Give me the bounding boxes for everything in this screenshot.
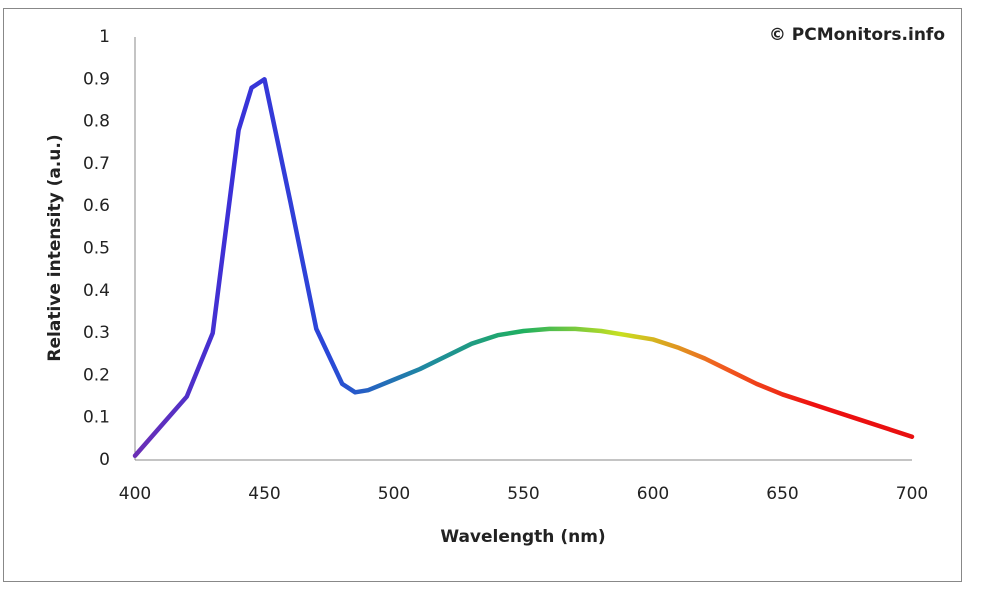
x-axis-title: Wavelength (nm): [440, 527, 605, 547]
x-tick-label: 700: [896, 484, 928, 504]
y-tick-label: 0.1: [83, 408, 110, 428]
y-tick-label: 0.6: [83, 196, 110, 216]
x-tick-label: 550: [507, 484, 539, 504]
y-axis-title: Relative intensity (a.u.): [45, 134, 65, 361]
y-tick-label: 1: [99, 27, 110, 47]
y-tick-label: 0.9: [83, 69, 110, 89]
spectrum-line: [132, 77, 915, 459]
x-tick-label: 600: [637, 484, 669, 504]
y-tick-label: 0.4: [83, 281, 110, 301]
y-tick-label: 0.8: [83, 112, 110, 132]
annotation: © PCMonitors.info: [769, 25, 945, 45]
y-tick-label: 0: [99, 450, 110, 470]
y-tick-label: 0.5: [83, 239, 110, 259]
y-tick-label: 0.7: [83, 154, 110, 174]
x-tick-label: 400: [119, 484, 151, 504]
x-tick-label: 450: [248, 484, 280, 504]
y-tick-label: 0.2: [83, 365, 110, 385]
chart-border: [3, 8, 962, 582]
y-tick-label: 0.3: [83, 323, 110, 343]
x-tick-label: 650: [766, 484, 798, 504]
x-tick-label: 500: [378, 484, 410, 504]
